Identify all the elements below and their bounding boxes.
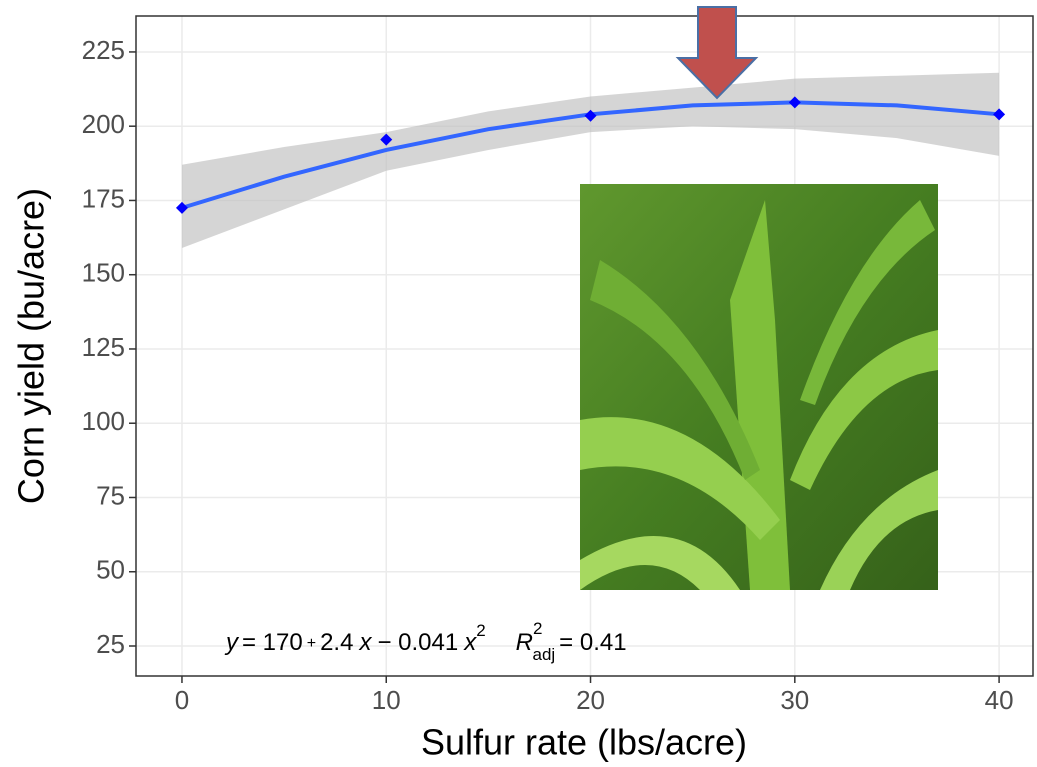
eq-part: R [516, 629, 533, 656]
eq-part: 2 [533, 619, 542, 638]
panel-border [135, 15, 1034, 677]
y-tick-label: 100 [82, 406, 125, 436]
point [175, 201, 188, 214]
eq-part: = 170 [242, 629, 303, 656]
point [993, 108, 1006, 121]
eq-part: 2 [476, 621, 485, 640]
eq-part: = 0.41 [559, 629, 626, 656]
eq-part: y [224, 629, 240, 656]
corn-photo [580, 184, 938, 590]
y-tick-label: 75 [96, 480, 125, 510]
eq-part: x [463, 629, 477, 656]
y-tick-label: 50 [96, 555, 125, 585]
x-tick-label: 0 [175, 685, 189, 715]
x-tick-label: 30 [780, 685, 809, 715]
y-tick-label: 150 [82, 258, 125, 288]
y-tick-label: 125 [82, 332, 125, 362]
arrow [675, 6, 759, 100]
y-tick-label: 225 [82, 35, 125, 65]
x-tick-label: 10 [372, 685, 401, 715]
x-tick-label: 20 [576, 685, 605, 715]
equation: y = 170 +2.4 x − 0.041 x2 R2 adj = 0.41 [224, 619, 627, 664]
y-tick-label: 25 [96, 629, 125, 659]
point [788, 96, 801, 109]
eq-part: + [307, 635, 316, 652]
x-tick-label: 40 [985, 685, 1014, 715]
point [584, 109, 597, 122]
eq-part: adj [532, 645, 555, 664]
y-tick-label: 175 [82, 183, 125, 213]
eq-part: − 0.041 [377, 629, 458, 656]
y-axis-title: Corn yield (bu/acre) [11, 188, 52, 504]
eq-part: 2.4 [320, 629, 353, 656]
eq-part: x [358, 629, 372, 656]
confidence-band [181, 72, 1000, 248]
x-axis-title: Sulfur rate (lbs/acre) [421, 722, 747, 763]
y-tick-label: 200 [82, 109, 125, 139]
point [380, 133, 393, 146]
